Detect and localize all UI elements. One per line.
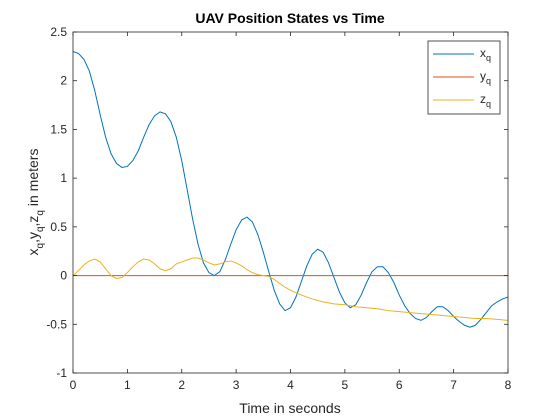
x-tick-label: 0 — [70, 378, 77, 392]
series-line-zq — [72, 257, 509, 321]
y-label-subscript: q — [35, 210, 46, 216]
legend-label-zq: zq — [480, 92, 491, 109]
y-tick-label: -0.5 — [46, 317, 67, 331]
x-tick-label: 8 — [505, 378, 512, 392]
x-tick-label: 1 — [124, 378, 131, 392]
y-tick-label: 0.5 — [50, 220, 67, 234]
x-tick-label: 3 — [233, 378, 240, 392]
series-layer — [72, 51, 509, 328]
legend-label-xq: xq — [480, 46, 491, 63]
y-tick-label: 2.5 — [50, 25, 67, 39]
x-tick-label: 2 — [178, 378, 185, 392]
x-tick-label: 6 — [396, 378, 403, 392]
x-tick-label: 5 — [342, 378, 349, 392]
x-tick-label: 4 — [287, 378, 294, 392]
chart-title: UAV Position States vs Time — [195, 10, 385, 26]
y-tick-label: 1 — [60, 171, 67, 185]
y-label-text: in meters — [25, 149, 41, 210]
y-label-subscript: q — [35, 243, 46, 249]
legend: xq yq zq — [427, 40, 501, 115]
y-label-text: ,y — [25, 232, 41, 243]
legend-label-yq: yq — [480, 69, 491, 86]
x-axis-label: Time in seconds — [239, 400, 340, 416]
y-tick-label: -1 — [56, 366, 67, 380]
x-tick-label: 7 — [450, 378, 457, 392]
y-label-subscript: q — [35, 226, 46, 232]
ticks-layer: 0 1 2 3 4 5 6 7 8 -1 -0.5 0 0.5 1 1.5 2 2.5 — [46, 25, 511, 392]
y-tick-label: 2 — [60, 74, 67, 88]
y-axis-label: xq,yq,zq in meters — [25, 149, 46, 256]
y-label-text: ,z — [25, 216, 41, 227]
series-line-xq — [72, 51, 509, 328]
y-label-text: x — [25, 248, 41, 255]
y-tick-label: 0 — [60, 269, 67, 283]
y-tick-label: 1.5 — [50, 122, 67, 136]
